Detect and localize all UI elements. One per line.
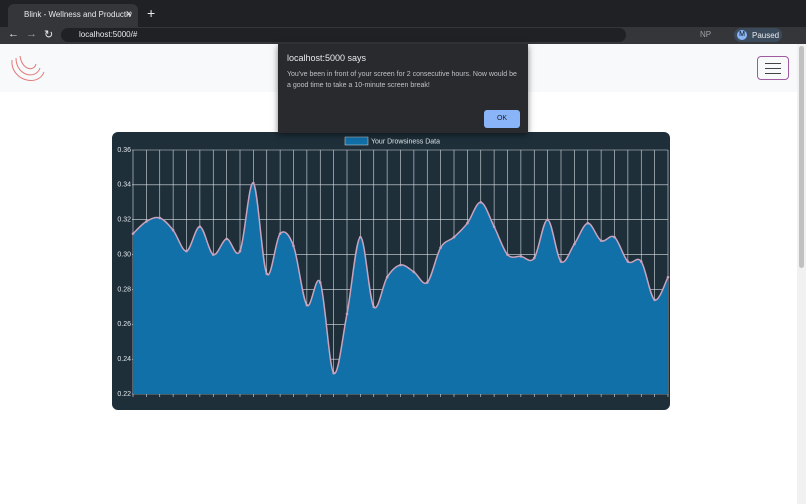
reload[interactable]: ↻ xyxy=(44,29,54,41)
ok-button[interactable]: OK xyxy=(484,110,520,128)
point xyxy=(653,298,656,302)
y-tick-label: 0.28 xyxy=(117,286,131,293)
point xyxy=(145,220,148,223)
point xyxy=(278,232,282,235)
scrollbar[interactable] xyxy=(797,44,806,504)
point xyxy=(492,225,496,228)
dialog-message: You've been in front of your screen for … xyxy=(287,71,517,89)
point xyxy=(626,260,630,263)
point xyxy=(613,235,616,239)
close-tab[interactable]: × xyxy=(126,9,132,20)
point xyxy=(252,181,255,185)
back[interactable]: ← xyxy=(8,28,19,40)
tab-title: Blink - Wellness and Productiv xyxy=(24,10,132,19)
point xyxy=(532,256,536,260)
point xyxy=(452,235,456,239)
point xyxy=(666,275,670,279)
point xyxy=(466,221,469,225)
point xyxy=(546,218,549,222)
y-tick-label: 0.30 xyxy=(117,251,131,258)
point xyxy=(439,246,442,249)
point xyxy=(506,253,509,256)
chart: 0.22 0.24 0.26 0.28 0.30 0.32 0.34 0.36 Your Dro… xyxy=(117,136,670,398)
url: localhost:5000/# xyxy=(79,30,138,39)
point xyxy=(573,242,576,246)
logo xyxy=(11,55,45,81)
point xyxy=(318,281,322,284)
line xyxy=(132,182,669,374)
point xyxy=(305,303,309,307)
alert-dialog: localhost:5000 says You've been in front… xyxy=(278,44,528,133)
tab[interactable]: Blink - Wellness and Productiv × xyxy=(8,4,138,27)
point xyxy=(385,275,389,279)
legend-swatch xyxy=(344,136,369,146)
tab-bar: Blink - Wellness and Productiv × + xyxy=(0,0,806,27)
area xyxy=(133,182,668,394)
point xyxy=(292,244,295,248)
address-bar[interactable]: localhost:5000/# xyxy=(61,28,626,42)
profile-initial: M xyxy=(737,30,747,40)
point xyxy=(479,200,483,204)
point xyxy=(345,312,349,316)
point xyxy=(131,232,135,235)
point xyxy=(185,249,188,253)
y-tick-label: 0.22 xyxy=(117,391,131,398)
point xyxy=(211,253,215,256)
point xyxy=(559,260,563,263)
profile[interactable]: M Paused xyxy=(734,28,782,42)
point xyxy=(599,239,603,242)
menu-toggle[interactable] xyxy=(757,56,789,80)
y-tick-label: 0.34 xyxy=(117,182,131,189)
point xyxy=(425,281,429,284)
point xyxy=(225,237,228,241)
profile-status: Paused xyxy=(752,31,780,40)
point xyxy=(171,228,175,232)
point xyxy=(238,249,242,253)
point xyxy=(586,221,590,225)
point xyxy=(359,235,362,239)
toolbar: ← → ↻ localhost:5000/# NP M Paused xyxy=(0,27,806,44)
extension[interactable]: NP xyxy=(700,30,712,39)
y-tick-label: 0.24 xyxy=(117,356,131,363)
y-tick-label: 0.32 xyxy=(117,217,131,224)
legend-label: Your Drowsiness Data xyxy=(371,138,440,145)
dialog-title: localhost:5000 says xyxy=(287,53,367,63)
chart-card: 0.22 0.24 0.26 0.28 0.30 0.32 0.34 0.36 Your Dro… xyxy=(112,132,670,410)
point xyxy=(198,225,202,228)
point xyxy=(399,263,402,267)
forward[interactable]: → xyxy=(26,28,37,40)
y-tick-label: 0.26 xyxy=(117,321,131,328)
y-tick-label: 0.36 xyxy=(117,147,131,154)
point xyxy=(332,371,335,375)
point xyxy=(265,272,269,276)
new-tab[interactable]: + xyxy=(147,5,156,21)
point xyxy=(372,305,376,309)
point xyxy=(639,260,643,263)
point xyxy=(158,216,162,220)
point xyxy=(519,255,523,258)
point xyxy=(412,270,416,274)
